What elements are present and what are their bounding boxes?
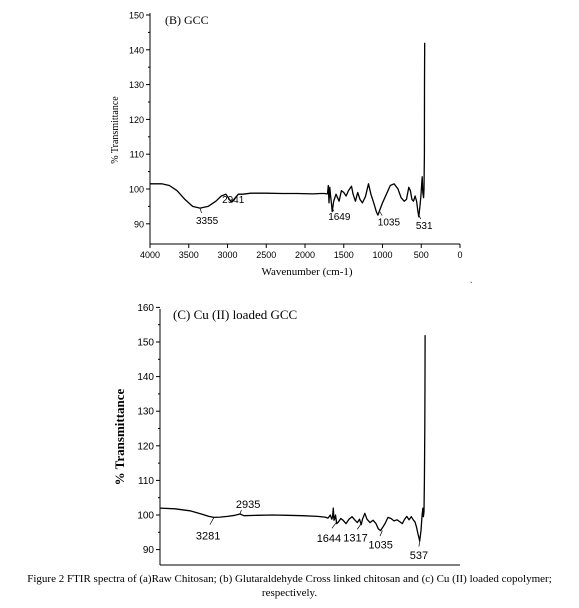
y-tick-label: 90 (143, 545, 155, 556)
y-tick-label: 100 (137, 511, 154, 522)
stray-mark: ` (470, 281, 473, 290)
y-tick-label: 140 (137, 372, 154, 383)
peak-label: 1644 (317, 533, 341, 545)
x-tick-label: 2500 (256, 250, 276, 260)
peak-pointer (239, 509, 242, 515)
y-axis-label: % Transmittance (112, 388, 127, 485)
y-tick-label: 90 (134, 219, 144, 229)
peak-label: 1035 (368, 540, 392, 552)
y-tick-label: 160 (137, 303, 154, 314)
x-tick-label: 3000 (217, 250, 237, 260)
x-axis-label: Wavenumber (cm-1) (261, 266, 352, 278)
y-tick-label: 150 (137, 338, 154, 349)
y-tick-label: 100 (129, 185, 144, 195)
peak-pointer (231, 200, 233, 202)
peak-label: 1649 (328, 212, 351, 223)
y-tick-label: 130 (129, 80, 144, 90)
peak-label: 3281 (196, 530, 220, 542)
peak-pointer (418, 214, 422, 220)
peak-label: 3355 (196, 216, 219, 227)
peak-label: 2935 (236, 499, 260, 511)
figure-caption-line-2: respectively. (261, 587, 318, 599)
x-tick-label: 1500 (334, 250, 354, 260)
peak-pointer (356, 523, 362, 530)
y-axis-label: % Transmittance (110, 96, 121, 164)
x-tick-label: 3500 (179, 250, 199, 260)
y-tick-label: 150 (129, 11, 144, 21)
y-tick-label: 110 (130, 150, 144, 160)
y-tick-label: 130 (137, 407, 154, 418)
x-tick-label: 500 (414, 250, 429, 260)
y-tick-label: 110 (138, 476, 154, 487)
figure-caption-line-1: Figure 2 FTIR spectra of (a)Raw Chitosan… (27, 573, 552, 585)
x-tick-label: 2000 (295, 250, 315, 260)
chart-c-cu-loaded-gcc: 90 100 110 120 130 140 150 160 % Transmittance (C… (112, 303, 460, 566)
peak-pointer (331, 207, 335, 212)
x-tick-label: 1000 (372, 250, 392, 260)
spectrum-line (159, 335, 426, 542)
peak-pointer (379, 530, 383, 537)
spectrum-line (150, 42, 426, 218)
x-tick-label: 4000 (140, 250, 160, 260)
peak-pointer (331, 521, 337, 529)
peak-label: 537 (410, 550, 428, 562)
peak-pointer (379, 211, 383, 216)
peak-label: 1035 (378, 218, 401, 229)
peak-pointer (199, 208, 202, 214)
y-tick-label: 140 (129, 45, 144, 55)
y-tick-label: 120 (129, 115, 144, 125)
y-tick-label: 120 (137, 441, 154, 452)
peak-pointer (209, 517, 215, 525)
peak-pointer (418, 540, 421, 547)
peak-label: 531 (416, 221, 433, 232)
peak-label: 1317 (343, 533, 367, 545)
peak-label: 2941 (222, 195, 245, 206)
x-tick-label: 0 (457, 250, 462, 260)
chart-title: (C) Cu (II) loaded GCC (173, 307, 297, 322)
chart-b-gcc: 90 100 110 120 130 140 150 4000 3500 3000 2500 2000… (110, 11, 463, 279)
chart-title: (B) GCC (165, 13, 209, 27)
